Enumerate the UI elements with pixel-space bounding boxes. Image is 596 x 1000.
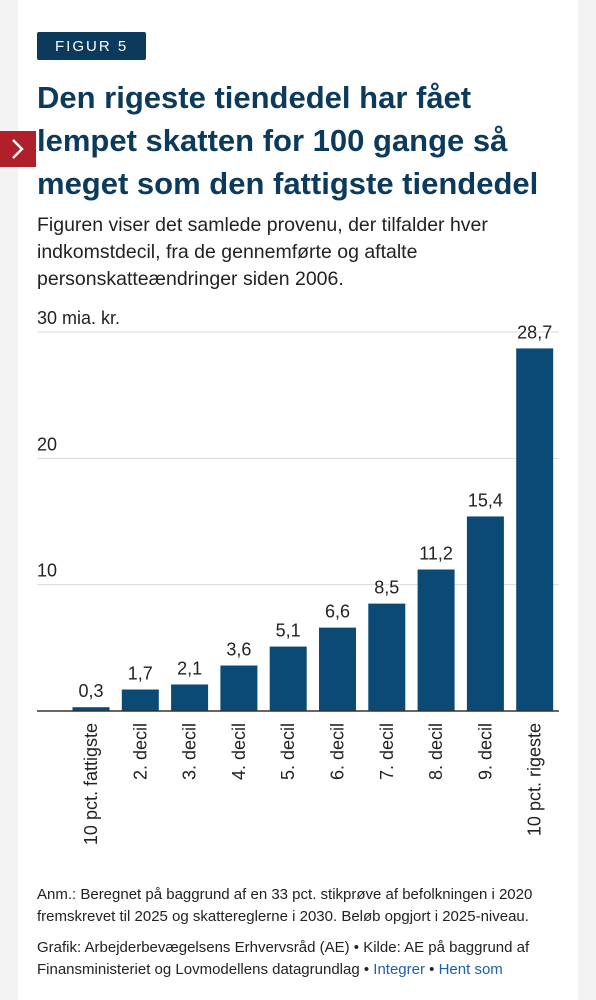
chart-subtitle: Figuren viser det samlede provenu, der t… [37,214,488,290]
bar [417,569,455,711]
category-label: 5. decil [278,723,298,780]
chevron-right-icon [12,139,24,159]
chart-note: Anm.: Beregnet på baggrund af en 33 pct.… [37,886,533,925]
bar [121,689,159,711]
bar-value-label: 6,6 [325,602,350,622]
bar-value-label: 3,6 [226,640,251,660]
bar-value-label: 5,1 [276,621,301,641]
credit-text: Grafik: Arbejderbevægelsens Erhvervsråd … [37,939,530,978]
figure-badge: FIGUR 5 [37,32,147,60]
download-link[interactable]: Hent som [438,961,503,978]
bar-value-label: 0,3 [78,681,103,701]
bar-value-label: 15,4 [468,490,503,510]
bar-value-label: 11,2 [419,544,453,564]
bar [171,684,209,711]
bar-chart: 10 20 30 mia. kr. 0,3 10 pct. fattigste 1,7 2.… [37,308,559,845]
figure-card [18,0,578,1000]
category-label: 6. decil [328,723,348,780]
bar [368,603,406,711]
category-label: 10 pct. rigeste [525,723,545,836]
category-label: 9. decil [475,723,495,780]
bar [516,348,554,711]
y-tick-label: 10 [37,561,57,581]
category-label: 4. decil [229,723,249,780]
y-tick-label: 20 [37,434,57,454]
chart-title: Den rigeste tiendedel har fået lempet sk… [37,80,539,201]
side-marker[interactable] [0,131,36,167]
bar-value-label: 8,5 [374,578,399,598]
bar [72,707,110,711]
category-label: 8. decil [426,723,446,780]
category-label: 7. decil [377,723,397,780]
category-label: 3. decil [180,723,200,780]
bar [319,627,356,711]
category-label: 10 pct. fattigste [81,723,101,845]
credit-separator: • [429,961,435,978]
bar-value-label: 28,7 [517,322,552,342]
bar [466,516,504,711]
category-label: 2. decil [130,723,150,780]
bar [269,646,307,711]
integrate-link[interactable]: Integrer [373,961,425,978]
bar [220,665,258,711]
bar-value-label: 1,7 [128,664,153,684]
bar-value-label: 2,1 [177,658,202,678]
y-tick-label: 30 mia. kr. [37,308,120,328]
chart-credit: Grafik: Arbejderbevægelsens Erhvervsråd … [37,937,567,981]
